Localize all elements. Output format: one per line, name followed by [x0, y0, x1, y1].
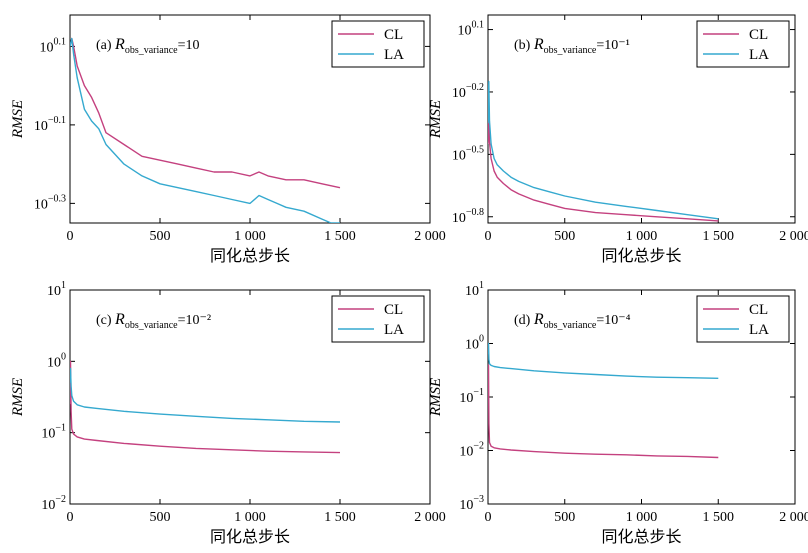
chart-b-legend-label-cl: CL — [749, 27, 768, 43]
chart-c-xtick-label: 0 — [67, 510, 74, 525]
chart-a-xlabel: 同化总步长 — [210, 247, 290, 265]
chart-a-ytick-label: 10−0.1 — [34, 115, 66, 134]
chart-d-xtick-label: 2 000 — [779, 510, 808, 525]
chart-d-legend-label-la: LA — [749, 322, 769, 338]
chart-a: 0 500 1 000 1 500 2 000 10−0.3 10−0.1 100.1 同化总步… — [10, 14, 446, 265]
chart-b-legend — [696, 20, 790, 68]
chart-c-ytick-label: 10−1 — [41, 423, 66, 442]
chart-b-ytick-label: 10−0.8 — [452, 207, 484, 226]
chart-c: 0 500 1 000 1 500 2 000 10−2 10−1 100 101 同化总步长 RM… — [10, 280, 446, 546]
chart-d-ytick-label: 10−1 — [459, 387, 484, 406]
chart-a-series-la — [70, 37, 340, 223]
chart-c-series-cl — [70, 360, 341, 454]
chart-b-annotation: (b) Robs_variance=10⁻¹ — [514, 36, 630, 56]
chart-d-ytick-label: 100 — [465, 334, 484, 353]
chart-b-xtick-label: 1 000 — [626, 229, 658, 244]
chart-b-xtick-label: 0 — [485, 229, 492, 244]
chart-a-ytick-label: 10−0.3 — [34, 193, 66, 212]
chart-c-xtick-label: 1 000 — [234, 510, 266, 525]
chart-d-xtick-label: 1 000 — [626, 510, 658, 525]
chart-c-legend-label-la: LA — [384, 322, 404, 338]
chart-a-xtick-label: 1 000 — [234, 229, 266, 244]
chart-c-ytick-label: 10−2 — [41, 494, 66, 513]
chart-d-ytick-label: 10−3 — [459, 494, 484, 513]
chart-a-ytick-label: 100.1 — [40, 36, 67, 55]
chart-d-legend-label-cl: CL — [749, 302, 768, 318]
chart-c-xlabel: 同化总步长 — [210, 528, 290, 546]
chart-d-ylabel: RMSE — [428, 378, 444, 417]
chart-b-ytick-label: 10−0.2 — [452, 82, 484, 101]
chart-a-legend-label-cl: CL — [384, 27, 403, 43]
chart-a-series-cl — [70, 37, 341, 189]
chart-a-xtick-label: 1 500 — [324, 229, 356, 244]
chart-d-xtick-label: 0 — [485, 510, 492, 525]
chart-a-legend-label-la: LA — [384, 47, 404, 63]
chart-c-annotation: (c) Robs_variance=10⁻² — [96, 311, 211, 331]
chart-b-series-la — [488, 80, 719, 220]
chart-d-ytick-label: 101 — [465, 280, 484, 299]
chart-a-xtick-label: 500 — [150, 229, 171, 244]
chart-b: 0 500 1 000 1 500 2 000 10−0.8 10−0.5 10−0.2 100… — [428, 14, 808, 265]
chart-d-ytick-label: 10−2 — [459, 441, 484, 460]
chart-d-series-la — [488, 342, 719, 379]
chart-a-ylabel: RMSE — [10, 100, 26, 139]
chart-c-xtick-label: 500 — [150, 510, 171, 525]
chart-a-xtick-label: 0 — [67, 229, 74, 244]
chart-c-legend-label-cl: CL — [384, 302, 403, 318]
chart-b-ytick-label: 100.1 — [458, 20, 485, 39]
chart-b-series-cl — [488, 112, 719, 222]
chart-b-xtick-label: 500 — [554, 229, 575, 244]
chart-c-ylabel: RMSE — [10, 378, 26, 417]
chart-b-xtick-label: 1 500 — [703, 229, 735, 244]
chart-b-legend-label-la: LA — [749, 47, 769, 63]
chart-d-annotation: (d) Robs_variance=10⁻⁴ — [514, 311, 631, 331]
chart-d-series-cl — [488, 364, 719, 459]
chart-a-xtick-label: 2 000 — [414, 229, 446, 244]
chart-b-ylabel: RMSE — [428, 100, 444, 139]
chart-d-xtick-label: 1 500 — [703, 510, 735, 525]
chart-d: 0 500 1 000 1 500 2 000 10−3 10−2 10−1 100 101 同化总… — [428, 280, 808, 546]
chart-d-legend — [696, 295, 790, 343]
chart-b-xlabel: 同化总步长 — [601, 247, 681, 265]
chart-a-annotation: (a) Robs_variance=10 — [96, 36, 200, 56]
chart-c-xtick-label: 2 000 — [414, 510, 446, 525]
chart-d-xlabel: 同化总步长 — [601, 528, 681, 546]
chart-b-xtick-label: 2 000 — [779, 229, 808, 244]
chart-d-xtick-label: 500 — [554, 510, 575, 525]
chart-c-ytick-label: 100 — [47, 351, 66, 370]
chart-c-xtick-label: 1 500 — [324, 510, 356, 525]
chart-a-legend — [331, 20, 425, 68]
chart-c-ytick-label: 101 — [47, 280, 66, 299]
chart-c-series-la — [70, 367, 341, 423]
chart-c-legend — [331, 295, 425, 343]
chart-b-ytick-label: 10−0.5 — [452, 144, 484, 163]
